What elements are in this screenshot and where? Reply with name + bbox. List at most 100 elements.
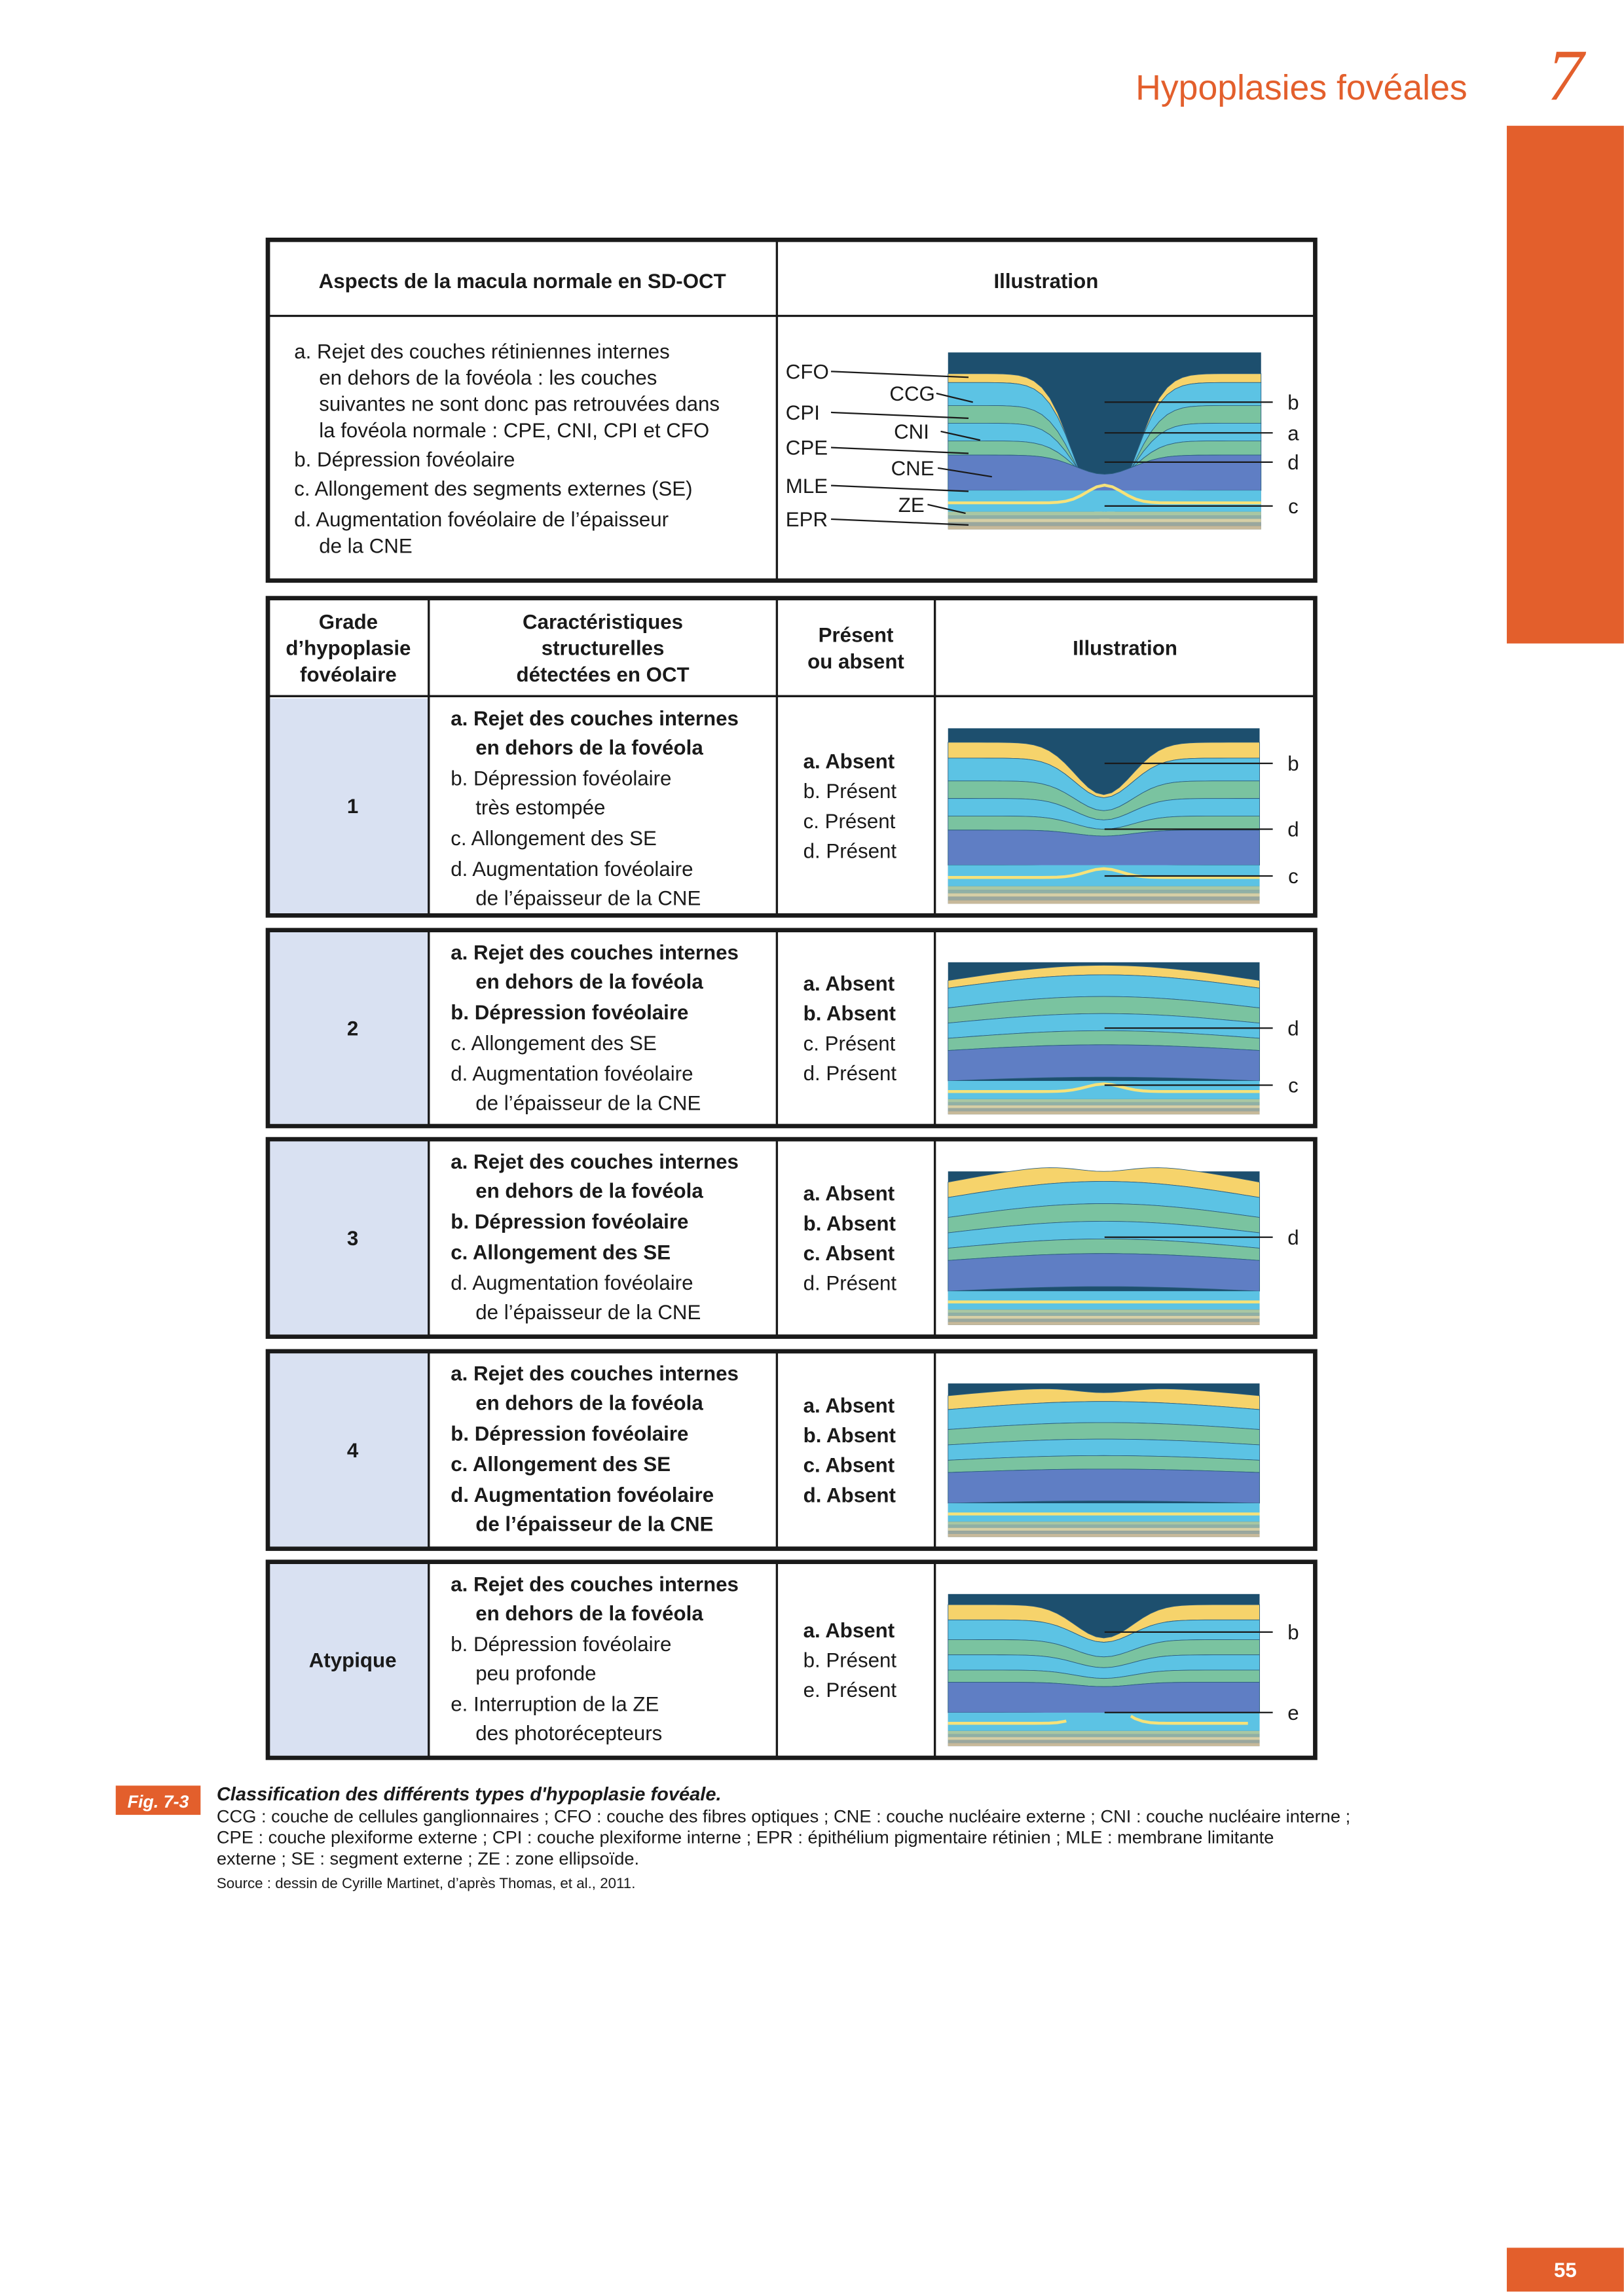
presence: e. Présent: [803, 1679, 897, 1702]
presence: d. Présent: [803, 1062, 897, 1085]
illustration-label: d: [1287, 1017, 1299, 1040]
oct-epr-stripe: [948, 1309, 1260, 1313]
presence: b. Absent: [803, 1002, 896, 1025]
leader-line: [936, 392, 973, 403]
table-frame: [265, 237, 1318, 583]
oct-epr-stripe: [948, 1524, 1260, 1528]
feature-line: en dehors de la fovéola: [475, 1602, 703, 1625]
grade-cell: [270, 1564, 428, 1756]
oct-epr-stripe: [948, 522, 1261, 526]
feature-line: très estompée: [475, 796, 605, 819]
presence: b. Absent: [803, 1212, 896, 1235]
oct-epr-stripe: [948, 519, 1261, 522]
presence: b. Présent: [803, 780, 897, 803]
oct-epr-stripe: [948, 896, 1260, 901]
chapter-number: 7: [1547, 35, 1586, 116]
grade-cell: [270, 1353, 428, 1547]
layer-label: CPI: [786, 401, 820, 424]
illustration-label: b: [1287, 1621, 1299, 1644]
table-header: Caractéristiques: [523, 611, 683, 634]
feature-line: b. Dépression fovéolaire: [451, 1001, 688, 1024]
presence: d. Présent: [803, 1271, 897, 1294]
oct-epr-stripe: [948, 1319, 1260, 1322]
layer-label: CPE: [786, 437, 828, 460]
layer-label: CNI: [894, 420, 929, 443]
presence: c. Présent: [803, 810, 896, 833]
table-header: Aspects de la macula normale en SD-OCT: [319, 270, 726, 293]
layer-label: CNE: [891, 457, 934, 480]
grade: 3: [347, 1227, 358, 1250]
illustration-label: d: [1287, 1226, 1299, 1249]
oct-epr-stripe: [948, 886, 1260, 890]
chapter-tab: [1507, 126, 1624, 644]
presence: a. Absent: [803, 750, 895, 773]
oct-outer-layer: [948, 1503, 1260, 1522]
oct-epr-stripe: [948, 1313, 1260, 1316]
description-line: a. Rejet des couches rétiniennes interne…: [294, 340, 670, 363]
presence: d. Présent: [803, 839, 897, 862]
running-title: Hypoplasies fovéales: [1135, 68, 1467, 107]
oct-outer-layer: [948, 1291, 1260, 1310]
table-frame: [265, 1137, 1318, 1339]
leader-line: [937, 467, 992, 478]
illustration-label: d: [1287, 451, 1299, 474]
oct-epr-stripe: [948, 526, 1261, 530]
illustration-label: d: [1287, 818, 1299, 841]
oct-epr-stripe: [948, 1737, 1260, 1740]
oct-epr-stripe: [948, 1522, 1260, 1525]
illustration-label: e: [1287, 1702, 1299, 1724]
oct-epr-stripe: [948, 1111, 1260, 1115]
leader-line: [940, 430, 981, 441]
oct-epr-stripe: [948, 893, 1260, 897]
layer-label: MLE: [786, 475, 828, 498]
oct-epr-stripe: [948, 1743, 1260, 1747]
grade-cell: [270, 1141, 428, 1335]
leader-line: [927, 503, 966, 515]
oct-epr-stripe: [948, 1740, 1260, 1743]
grade: 2: [347, 1017, 358, 1040]
feature-line: d. Augmentation fovéolaire: [451, 858, 693, 881]
illustration-label: c: [1288, 865, 1299, 888]
feature-line: a. Rejet des couches internes: [451, 1150, 739, 1173]
feature-line: b. Dépression fovéolaire: [451, 1210, 688, 1233]
table-header: Illustration: [993, 270, 1098, 293]
illustration-label: b: [1287, 752, 1299, 775]
table-header: fovéolaire: [300, 663, 397, 686]
feature-line: de l’épaisseur de la CNE: [475, 1301, 701, 1324]
oct-ze-line: [948, 483, 1261, 505]
feature-line: a. Rejet des couches internes: [451, 941, 739, 964]
table-header: détectées en OCT: [517, 663, 690, 686]
presence: a. Absent: [803, 972, 895, 995]
feature-line: b. Dépression fovéolaire: [451, 1422, 688, 1445]
presence: b. Présent: [803, 1649, 897, 1671]
page-number-box: [1507, 2248, 1624, 2292]
presence: c. Absent: [803, 1454, 895, 1477]
feature-line: c. Allongement des SE: [451, 1032, 657, 1055]
presence: c. Absent: [803, 1242, 895, 1265]
oct-epr-stripe: [948, 1734, 1260, 1738]
oct-epr-stripe: [948, 1099, 1260, 1102]
illustration-label: c: [1288, 495, 1299, 518]
grade-cell: [270, 698, 428, 913]
description-line: d. Augmentation fovéolaire de l’épaisseu…: [294, 508, 669, 531]
description-line: en dehors de la fovéola : les couches: [319, 366, 657, 389]
page-number: 55: [1554, 2259, 1577, 2282]
feature-line: d. Augmentation fovéolaire: [451, 1484, 714, 1506]
caption-line: CCG : couche de cellules ganglionnaires …: [217, 1806, 1350, 1826]
feature-line: des photorécepteurs: [475, 1722, 662, 1745]
leader-line: [830, 518, 969, 526]
table-header: d’hypoplasie: [286, 637, 411, 660]
layer-label: CCG: [889, 382, 934, 405]
illustration-label: b: [1287, 391, 1299, 414]
oct-epr-stripe: [948, 511, 1261, 515]
table-frame: [265, 596, 1318, 918]
oct-epr-stripe: [948, 1527, 1260, 1531]
oct-epr-stripe: [948, 1108, 1260, 1112]
oct-epr-stripe: [948, 1102, 1260, 1106]
presence: d. Absent: [803, 1484, 896, 1506]
feature-line: c. Allongement des SE: [451, 1241, 671, 1264]
feature-line: a. Rejet des couches internes: [451, 1573, 739, 1595]
caption-line: CPE : couche plexiforme externe ; CPI : …: [217, 1827, 1274, 1848]
oct-epr-stripe: [948, 890, 1260, 894]
feature-line: en dehors de la fovéola: [475, 1391, 703, 1414]
